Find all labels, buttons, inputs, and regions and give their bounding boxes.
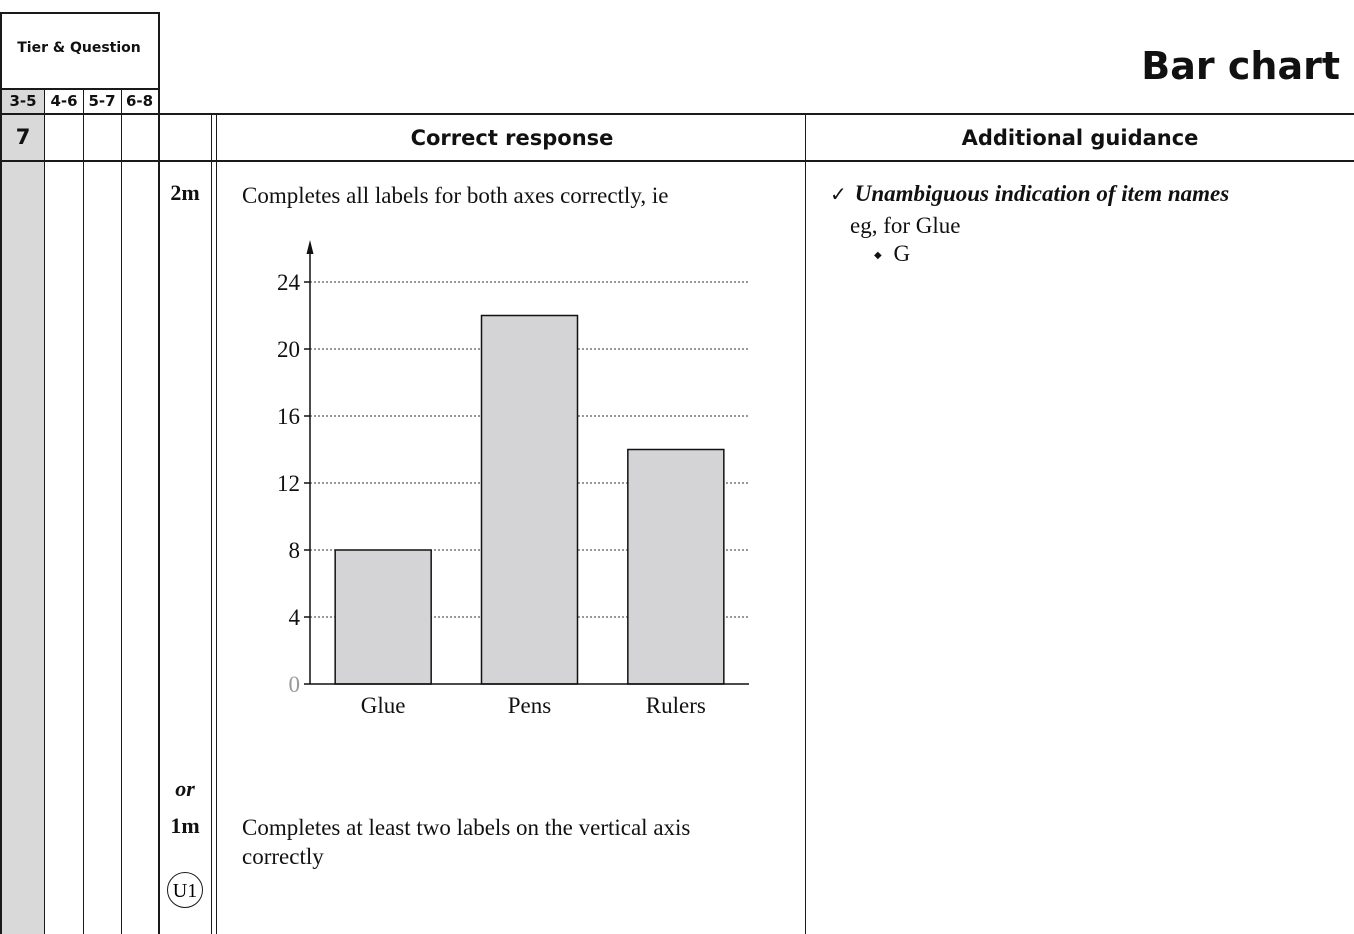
bar (480, 314, 579, 685)
y-tick-label: 12 (277, 471, 300, 496)
top-border (0, 12, 160, 14)
mark-2m: 2m (170, 180, 200, 205)
tier-divider-3 (121, 90, 122, 934)
tier-6-8: 6-8 (125, 92, 154, 110)
correct-response-header: Correct response (410, 126, 614, 150)
tier-3-5-shade (2, 90, 44, 113)
guidance-item: ✓ Unambiguous indication of item names (830, 181, 1350, 207)
bar (334, 549, 432, 685)
guidance-example-bullet: ◆ G (874, 241, 910, 267)
marks-column-divider-a (211, 115, 212, 934)
mark-or: or (175, 776, 195, 801)
marks-column-divider-b (216, 115, 217, 934)
guidance-example-item: G (893, 241, 911, 266)
tier-divider-1 (44, 90, 45, 934)
tier-panel-right-border (158, 12, 160, 934)
question-number: 7 (15, 125, 31, 149)
mark-code-u1: U1 (167, 872, 203, 908)
y-tick-label: 8 (289, 538, 301, 563)
y-tick-label: 0 (289, 672, 301, 697)
guidance-example-intro: eg, for Glue (850, 213, 961, 238)
y-tick-label: 16 (277, 404, 300, 429)
tier-3-5: 3-5 (9, 92, 37, 110)
left-border (0, 12, 2, 934)
y-tick-label: 24 (277, 270, 301, 295)
header-bottom-rule (0, 113, 1354, 115)
y-tick-label: 4 (289, 605, 301, 630)
mark-1m: 1m (170, 813, 200, 838)
x-tick-label: Rulers (646, 693, 706, 718)
tier-question-label: Tier & Question (17, 40, 141, 56)
partial-credit-text: Completes at least two labels on the ver… (242, 815, 691, 869)
full-credit-text: Completes all labels for both axes corre… (242, 183, 669, 208)
check-icon: ✓ (830, 182, 847, 206)
diamond-bullet-icon: ◆ (874, 250, 882, 262)
x-tick-label: Pens (508, 693, 552, 718)
response-guidance-divider (805, 115, 806, 934)
tier-4-6: 4-6 (50, 92, 78, 110)
y-tick-label: 20 (277, 337, 300, 362)
additional-guidance-header: Additional guidance (961, 126, 1199, 150)
bar (627, 448, 725, 685)
tier-label-rule (0, 88, 160, 90)
tier-5-7: 5-7 (88, 92, 116, 110)
column-header-rule (0, 160, 1354, 162)
bar-chart: 0 4 8 12 16 20 24 Glue Pens Rulers (277, 240, 749, 718)
page-title: Bar chart (1141, 44, 1340, 88)
tier-divider-2 (83, 90, 84, 934)
tier-3-5-column-shade (2, 162, 44, 934)
y-axis-arrow (306, 240, 314, 254)
x-tick-label: Glue (361, 693, 406, 718)
guidance-heading: Unambiguous indication of item names (854, 181, 1230, 206)
question-number-shade (2, 115, 44, 160)
